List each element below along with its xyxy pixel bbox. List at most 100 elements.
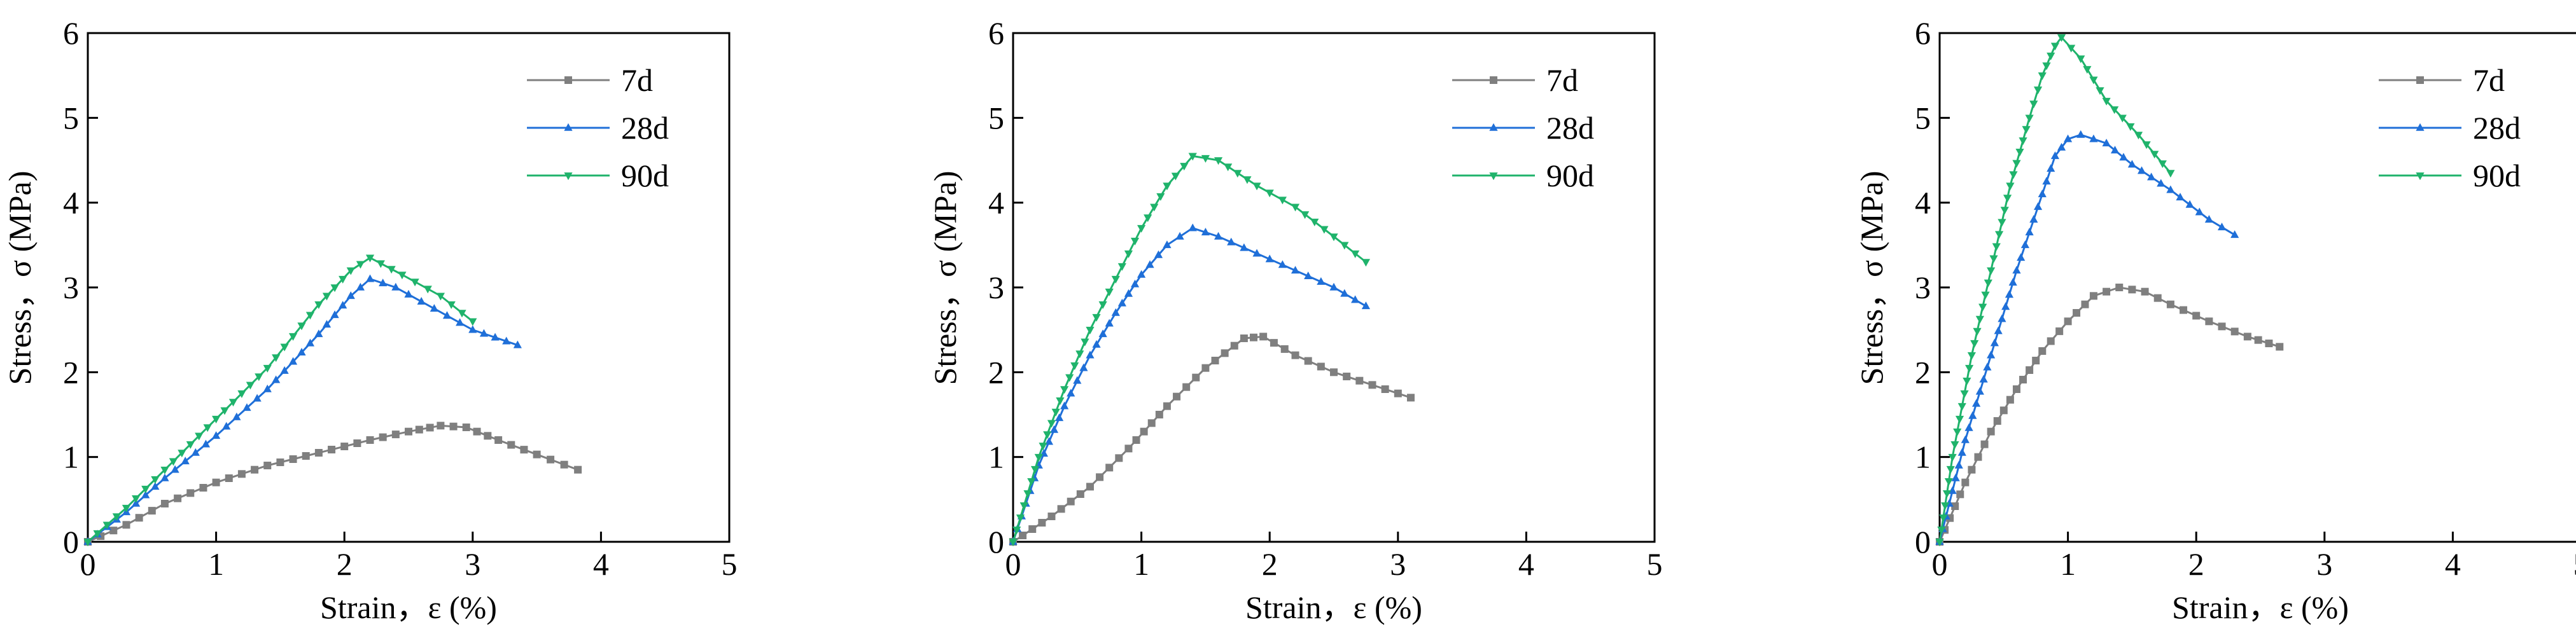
data-point-28d xyxy=(2230,230,2239,238)
data-point-90d xyxy=(255,373,263,382)
data-point-90d xyxy=(1124,250,1133,258)
data-point-28d xyxy=(1964,423,1973,431)
series-28d xyxy=(83,274,522,545)
data-point-28d xyxy=(1137,270,1146,278)
data-point-90d xyxy=(1009,539,1018,547)
data-point-28d xyxy=(1951,473,1960,481)
series-line-28d xyxy=(87,277,518,543)
data-point-28d xyxy=(171,465,179,473)
data-point-90d xyxy=(398,272,407,280)
chart-panel-2: 0 1 2 3 4 5 0 1 2 3 4 5 6 7d 28d 90d Strain，ε (%) Stre… xyxy=(927,15,1663,625)
data-point-7d xyxy=(199,484,207,492)
x-tick-label: 4 xyxy=(1518,546,1534,582)
x-tick-label: 2 xyxy=(337,546,353,582)
data-point-7d xyxy=(426,424,434,432)
x-tick-label: 3 xyxy=(465,546,480,582)
data-point-90d xyxy=(1214,157,1223,165)
data-point-28d xyxy=(2195,207,2204,216)
y-tick-label: 5 xyxy=(988,100,1004,135)
data-point-28d xyxy=(2204,215,2213,223)
y-tick-label: 0 xyxy=(988,524,1004,560)
data-point-90d xyxy=(1056,397,1065,405)
x-tick-label: 2 xyxy=(1262,546,1278,582)
legend-label-7d: 7d xyxy=(621,62,653,98)
data-point-90d xyxy=(288,333,298,341)
data-point-28d xyxy=(212,431,221,439)
data-point-90d xyxy=(2142,141,2151,149)
data-point-7d xyxy=(2089,292,2097,300)
data-point-90d xyxy=(1950,441,1959,449)
data-point-90d xyxy=(356,261,365,269)
data-point-28d xyxy=(391,282,400,291)
data-point-90d xyxy=(2022,126,2031,134)
data-point-28d xyxy=(1092,340,1101,348)
data-point-7d xyxy=(1132,436,1140,444)
data-point-90d xyxy=(1984,279,1992,287)
data-point-90d xyxy=(1291,203,1300,212)
data-point-28d xyxy=(263,384,272,392)
data-point-90d xyxy=(1351,250,1360,258)
data-point-7d xyxy=(494,436,503,444)
y-tick-label: 2 xyxy=(988,354,1004,390)
data-point-28d xyxy=(2057,142,2066,151)
series-7d xyxy=(84,422,582,546)
data-point-7d xyxy=(1076,490,1084,498)
data-point-7d xyxy=(379,433,387,441)
data-point-28d xyxy=(1990,338,1999,347)
data-point-90d xyxy=(339,275,347,284)
data-point-90d xyxy=(1998,219,2006,227)
series xyxy=(1935,34,2284,547)
x-tick-label: 4 xyxy=(593,546,609,582)
data-point-28d xyxy=(222,422,231,430)
data-point-90d xyxy=(1987,267,1996,275)
data-point-28d xyxy=(305,338,315,347)
data-point-90d xyxy=(2029,100,2038,109)
y-tick-label: 4 xyxy=(63,185,79,221)
data-point-7d xyxy=(2166,300,2174,308)
x-tick-label: 5 xyxy=(1647,546,1663,582)
data-point-90d xyxy=(1944,478,1953,486)
y-tick-label: 6 xyxy=(1915,15,1931,51)
data-point-28d xyxy=(2012,266,2021,274)
data-point-28d xyxy=(2047,164,2055,172)
data-point-90d xyxy=(203,424,212,432)
data-point-28d xyxy=(1049,425,1059,433)
data-point-90d xyxy=(2166,170,2175,178)
data-point-7d xyxy=(1270,339,1278,347)
series-7d xyxy=(1009,333,1415,546)
data-point-90d xyxy=(2047,52,2055,60)
data-point-7d xyxy=(2081,300,2089,308)
data-point-7d xyxy=(186,489,195,497)
data-point-28d xyxy=(2008,278,2017,286)
data-point-28d xyxy=(2176,193,2185,201)
data-point-7d xyxy=(1028,525,1037,533)
data-point-90d xyxy=(297,322,306,331)
data-point-28d xyxy=(365,274,375,282)
data-point-7d xyxy=(449,422,458,431)
x-tick-label: 2 xyxy=(2188,546,2204,582)
data-point-7d xyxy=(1240,334,1248,342)
series-line-90d xyxy=(87,256,473,543)
data-point-28d xyxy=(2064,134,2073,142)
data-point-7d xyxy=(2205,317,2213,326)
data-point-28d xyxy=(2089,134,2098,142)
tick-labels: 0 1 2 3 4 5 0 1 2 3 4 5 6 xyxy=(63,15,738,582)
data-point-90d xyxy=(2150,151,2159,159)
data-point-28d xyxy=(2020,240,2029,249)
y-axis-label: Stress，σ (MPa) xyxy=(927,171,963,385)
data-point-28d xyxy=(2147,172,2156,181)
data-point-28d xyxy=(1351,295,1360,303)
data-point-7d xyxy=(574,465,582,474)
data-point-90d xyxy=(1171,172,1180,181)
data-point-28d xyxy=(442,311,452,319)
data-point-90d xyxy=(1978,303,1987,312)
data-point-7d xyxy=(160,500,169,507)
data-point-28d xyxy=(2102,139,2111,147)
legend-marker-28d xyxy=(564,123,573,131)
y-tick-label: 5 xyxy=(1915,100,1931,135)
data-point-7d xyxy=(2073,309,2081,317)
data-point-7d xyxy=(2265,340,2273,347)
data-point-28d xyxy=(242,403,251,411)
data-point-90d xyxy=(141,485,150,493)
data-point-28d xyxy=(2166,185,2175,193)
